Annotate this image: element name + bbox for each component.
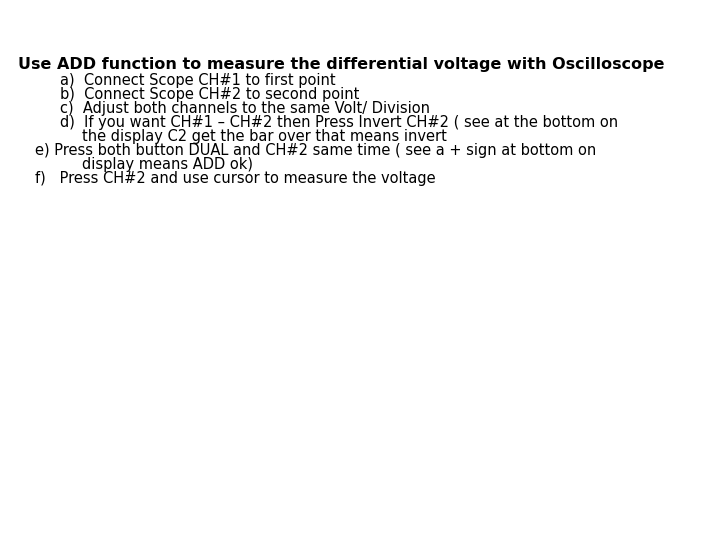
Text: the display C2 get the bar over that means invert: the display C2 get the bar over that mea… <box>82 129 447 144</box>
Text: b)  Connect Scope CH#2 to second point: b) Connect Scope CH#2 to second point <box>60 87 359 102</box>
Text: Use ADD function to measure the differential voltage with Oscilloscope: Use ADD function to measure the differen… <box>18 57 665 72</box>
Text: d)  If you want CH#1 – CH#2 then Press Invert CH#2 ( see at the bottom on: d) If you want CH#1 – CH#2 then Press In… <box>60 115 618 130</box>
Text: e) Press both button DUAL and CH#2 same time ( see a + sign at bottom on: e) Press both button DUAL and CH#2 same … <box>35 143 596 158</box>
Text: a)  Connect Scope CH#1 to first point: a) Connect Scope CH#1 to first point <box>60 73 336 88</box>
Text: f)   Press CH#2 and use cursor to measure the voltage: f) Press CH#2 and use cursor to measure … <box>35 171 436 186</box>
Text: display means ADD ok): display means ADD ok) <box>82 157 253 172</box>
Text: c)  Adjust both channels to the same Volt/ Division: c) Adjust both channels to the same Volt… <box>60 101 430 116</box>
